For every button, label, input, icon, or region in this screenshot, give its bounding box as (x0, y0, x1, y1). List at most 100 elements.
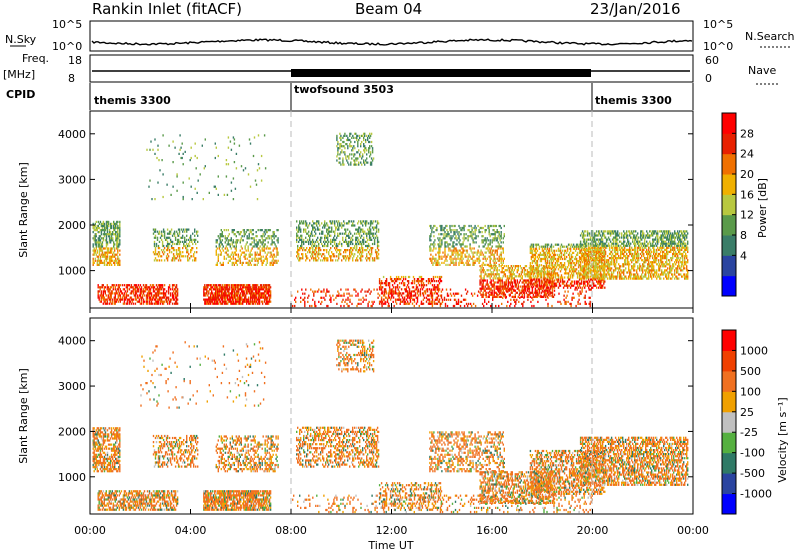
echo-cell (176, 238, 179, 241)
echo-cell (228, 294, 230, 297)
echo-cell (574, 264, 577, 267)
echo-cell (344, 132, 346, 135)
echo-cell (227, 239, 229, 242)
echo-cell (113, 296, 115, 299)
echo-cell (260, 259, 262, 262)
echo-cell (255, 286, 258, 289)
echo-cell (394, 292, 397, 295)
echo-cell (439, 249, 441, 252)
echo-cell (140, 296, 143, 299)
echo-cell (114, 302, 116, 305)
echo-cell (560, 255, 563, 259)
echo-cell (516, 265, 518, 268)
echo-cell (216, 286, 218, 289)
echo-cell (193, 253, 195, 256)
echo-cell (228, 259, 230, 262)
echo-cell (592, 282, 594, 285)
echo-cell (311, 232, 313, 235)
echo-cell (489, 251, 491, 254)
echo-cell (554, 257, 557, 261)
echo-cell (313, 257, 315, 260)
echo-cell (493, 255, 495, 258)
echo-cell (502, 287, 504, 290)
echo-cell (112, 255, 114, 258)
echo-cell (365, 147, 367, 150)
echo-cell (361, 253, 363, 256)
echo-cell (214, 296, 216, 299)
echo-cell (275, 247, 277, 250)
echo-cell (109, 226, 112, 230)
echo-cell (490, 283, 492, 286)
echo-cell (259, 245, 261, 248)
echo-cell (539, 251, 542, 254)
echo-cell (322, 230, 324, 233)
echo-cell (531, 286, 534, 289)
echo-cell (369, 163, 372, 166)
echo-cell (456, 231, 458, 234)
echo-cell (390, 280, 393, 283)
echo-cell (438, 255, 440, 258)
echo-cell (555, 284, 558, 287)
echo-cell (342, 236, 344, 239)
echo-cell (459, 253, 461, 256)
echo-cell (247, 247, 249, 250)
echo-cell (237, 294, 239, 297)
echo-cell (530, 251, 533, 254)
echo-cell (257, 290, 260, 293)
echo-cell (163, 251, 166, 254)
echo-cell (221, 302, 223, 305)
echo-cell (154, 298, 157, 301)
echo-cell (227, 243, 229, 246)
echo-cell (460, 245, 462, 248)
echo-cell (460, 257, 462, 260)
echo-cell (481, 293, 483, 296)
echo-cell (248, 263, 250, 266)
echo-cell (232, 231, 234, 234)
echo-cell (560, 274, 563, 277)
echo-cell (106, 253, 109, 256)
echo-cell (373, 226, 376, 229)
echo-cell (383, 294, 386, 297)
echo-cell (343, 145, 345, 148)
echo-cell (541, 286, 544, 289)
echo-cell (243, 251, 245, 254)
echo-cell (452, 253, 454, 256)
echo-cell (486, 281, 488, 284)
echo-cell (549, 280, 552, 283)
echo-cell (468, 259, 470, 262)
echo-cell (546, 286, 549, 289)
echo-cell (482, 295, 484, 298)
echo-cell (492, 233, 494, 236)
echo-cell (533, 257, 536, 261)
echo-cell (159, 255, 162, 258)
echo-cell (159, 302, 162, 305)
echo-cell (367, 230, 370, 233)
echo-cell (522, 279, 525, 282)
echo-cell (499, 224, 501, 228)
echo-cell (239, 296, 241, 299)
echo-cell (220, 284, 222, 287)
echo-cell (475, 229, 477, 232)
echo-cell (560, 251, 563, 254)
echo-cell (431, 296, 434, 299)
echo-cell (542, 249, 545, 252)
echo-cell (225, 284, 227, 287)
echo-cell (439, 245, 441, 248)
echo-cell (312, 228, 314, 231)
echo-cell (314, 249, 316, 252)
echo-cell (218, 290, 220, 293)
echo-cell (369, 253, 372, 256)
echo-cell (269, 300, 272, 303)
echo-cell (387, 282, 390, 285)
echo-cell (515, 291, 517, 294)
echo-cell (109, 257, 112, 260)
echo-cell (450, 237, 452, 240)
echo-cell (411, 298, 414, 301)
echo-cell (449, 257, 451, 260)
echo-cell (365, 224, 367, 227)
echo-cell (457, 253, 459, 256)
echo-cell (326, 249, 328, 252)
echo-cell (225, 286, 227, 289)
echo-cell (472, 233, 474, 236)
echo-cell (272, 249, 274, 252)
